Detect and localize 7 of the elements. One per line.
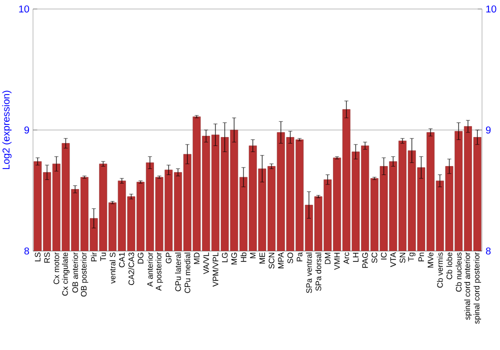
y2-tick-label: 10 — [486, 5, 496, 13]
y-tick-label: 8 — [24, 247, 30, 255]
y2-tick-label: 9 — [486, 126, 491, 134]
y-tick-label: 10 — [19, 5, 30, 13]
y-axis-title: Log2 (expression) — [2, 90, 12, 170]
y2-tick-label: 8 — [486, 247, 491, 255]
y-tick-label: 9 — [24, 126, 30, 134]
